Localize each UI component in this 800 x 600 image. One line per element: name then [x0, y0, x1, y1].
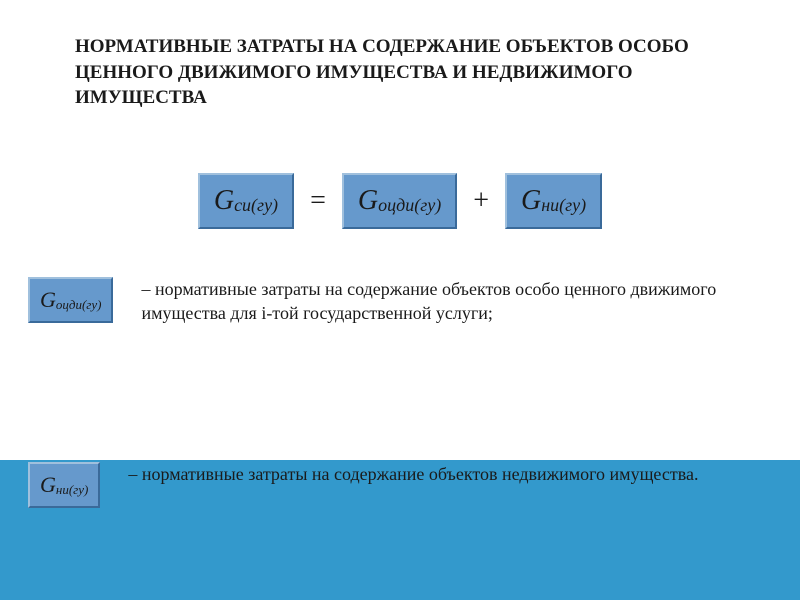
var-g: G: [40, 472, 56, 498]
var-sub: ни(гу): [541, 195, 586, 216]
legend-ocdi: G оцди(гу) – нормативные затраты на соде…: [0, 277, 800, 326]
page-title: НОРМАТИВНЫЕ ЗАТРАТЫ НА СОДЕРЖАНИЕ ОБЪЕКТ…: [0, 0, 800, 123]
var-sub: оцди(гу): [378, 195, 441, 216]
legend-ni-box: G ни(гу): [28, 462, 100, 508]
var-sub: си(гу): [234, 195, 278, 216]
var-g: G: [214, 185, 234, 217]
term-lhs: G си(гу): [198, 173, 294, 229]
term-ni: G ни(гу): [505, 173, 602, 229]
plus-sign: +: [469, 185, 493, 217]
legend-ni: G ни(гу) – нормативные затраты на содерж…: [28, 462, 750, 508]
legend-ocdi-text: – нормативные затраты на содержание объе…: [141, 277, 750, 326]
var-g: G: [358, 185, 378, 217]
var-g: G: [521, 185, 541, 217]
var-sub: ни(гу): [56, 482, 88, 498]
var-sub: оцди(гу): [56, 297, 102, 313]
var-g: G: [40, 287, 56, 313]
legend-ocdi-box: G оцди(гу): [28, 277, 113, 323]
equals-sign: =: [306, 185, 330, 217]
term-ocdi: G оцди(гу): [342, 173, 457, 229]
legend-ni-text: – нормативные затраты на содержание объе…: [128, 462, 698, 486]
main-formula: G си(гу) = G оцди(гу) + G ни(гу): [0, 173, 800, 229]
